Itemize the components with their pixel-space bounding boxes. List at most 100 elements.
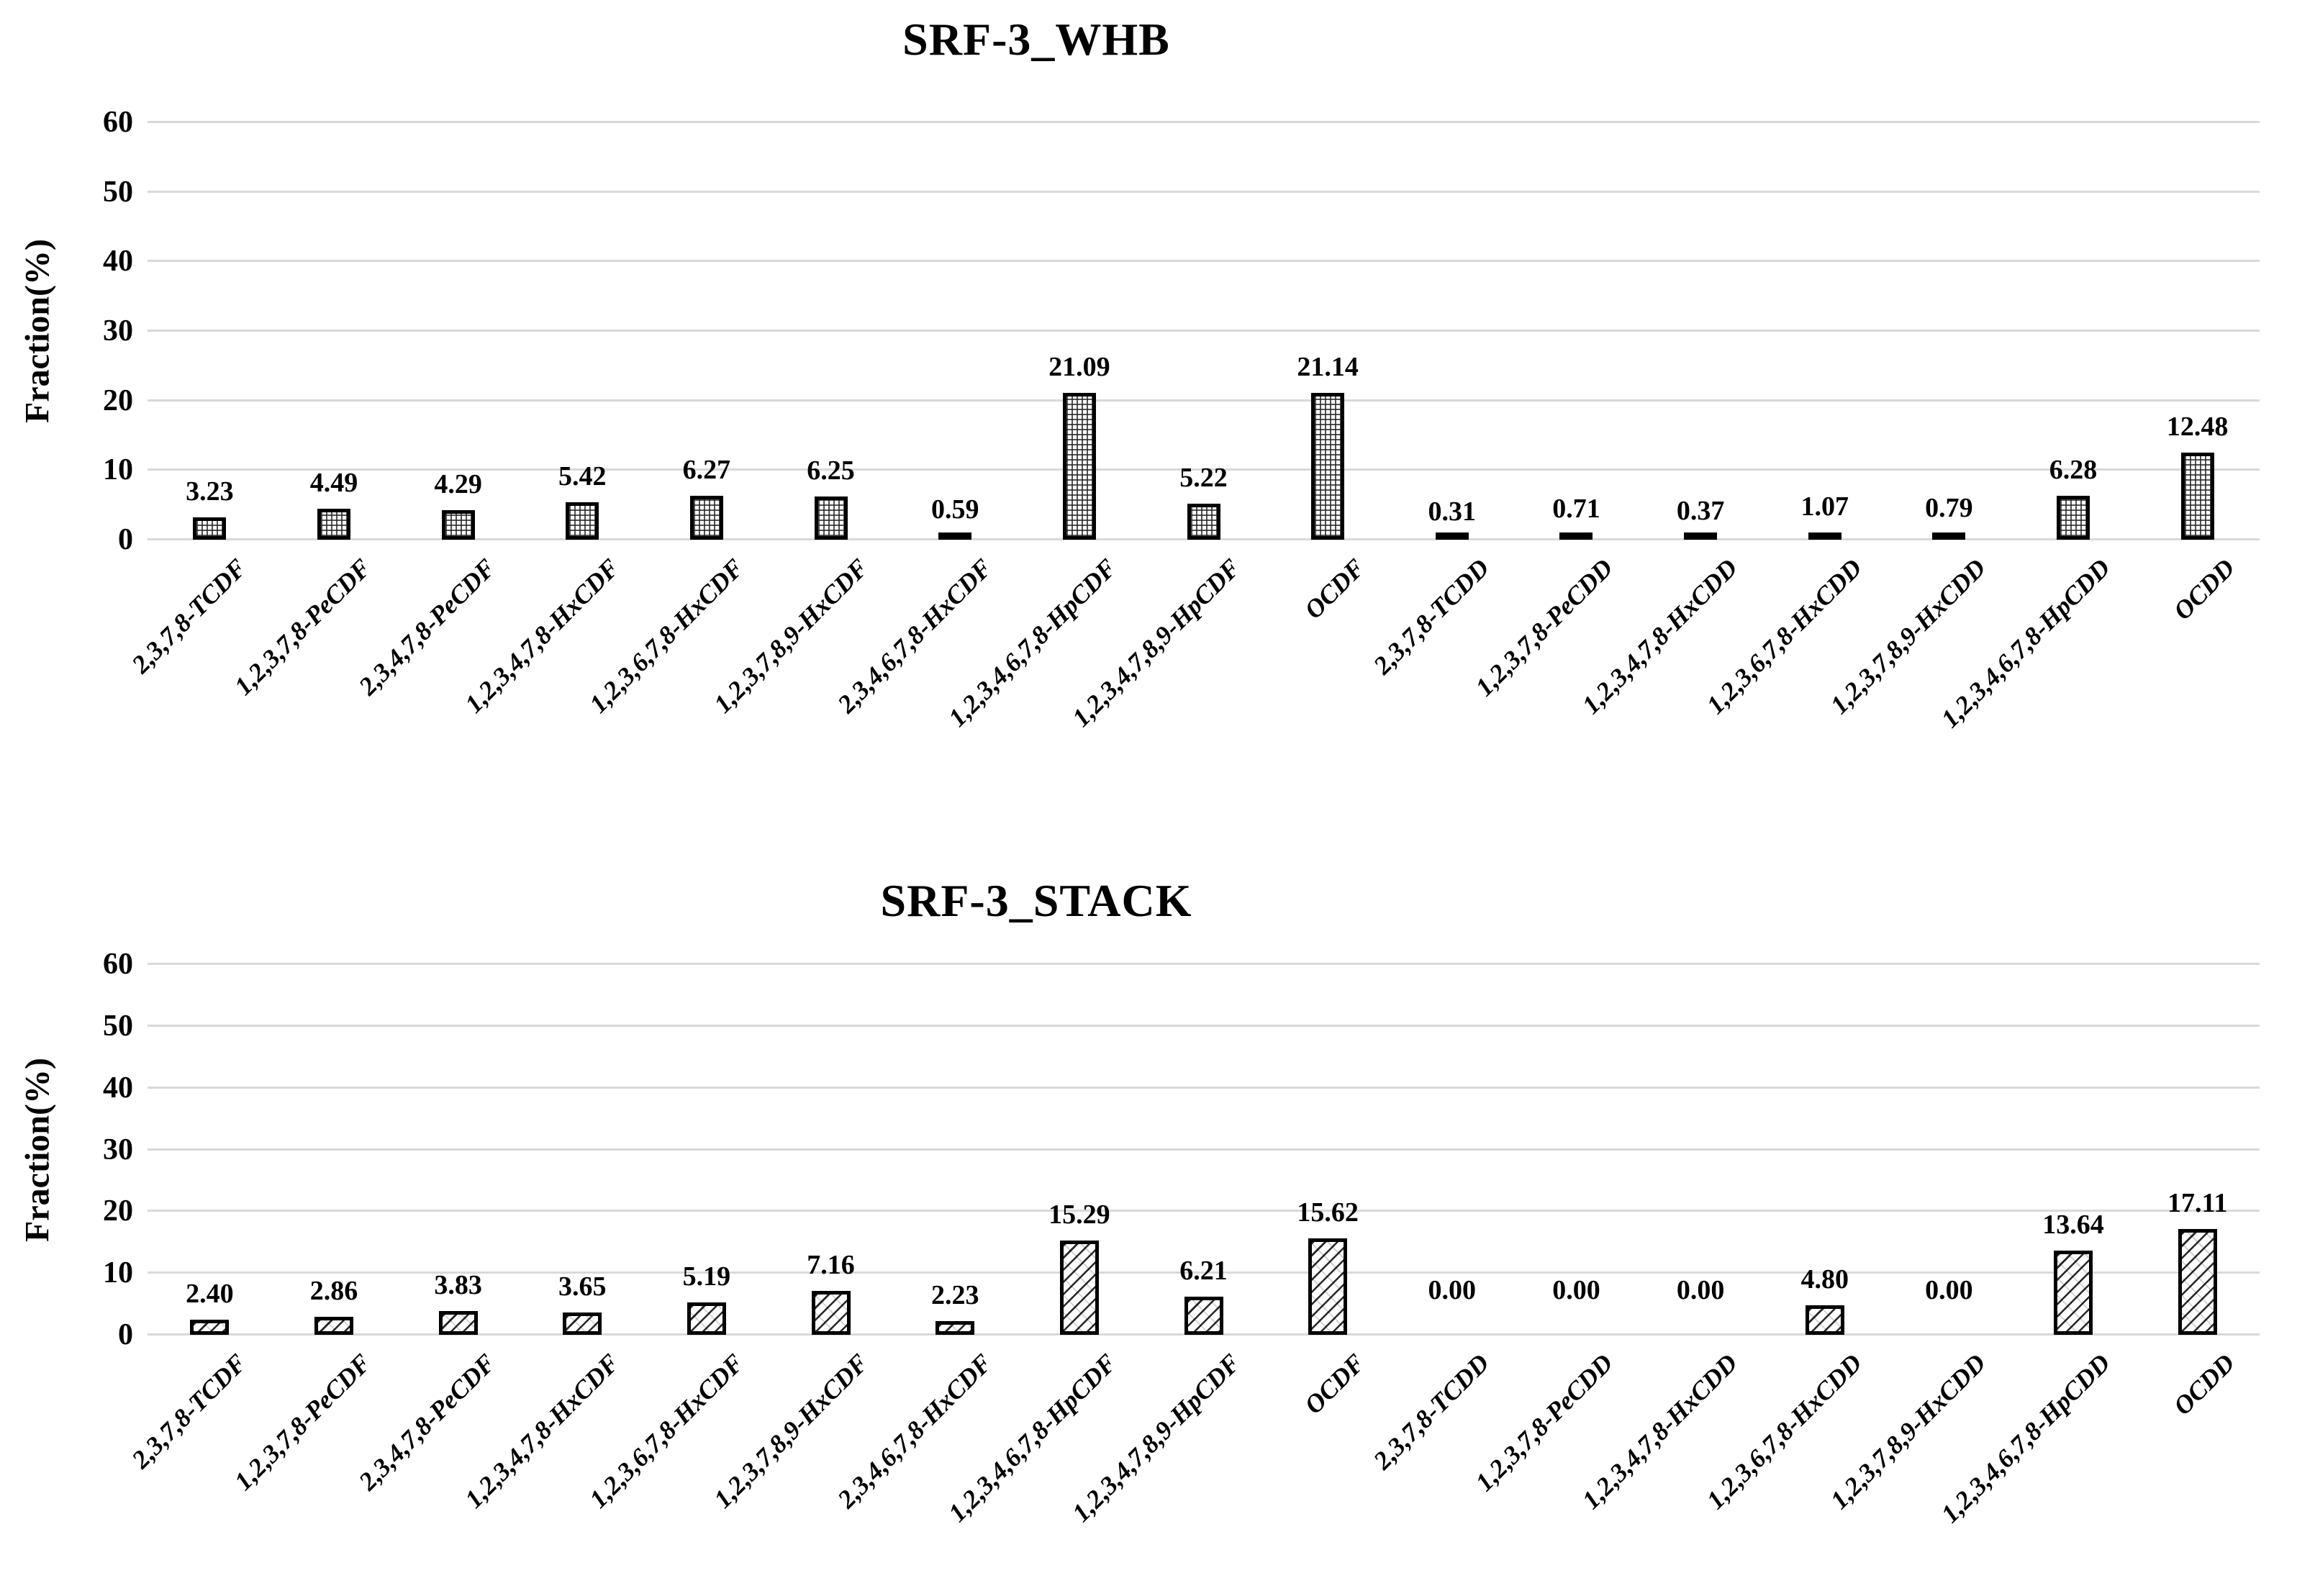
bar: [190, 1320, 230, 1335]
value-label: 21.09: [1048, 352, 1110, 383]
chart-title: SRF-3_WHB: [902, 14, 1170, 65]
y-tick-label: 10: [103, 1256, 133, 1290]
y-tick-label: 0: [118, 1318, 133, 1351]
bar: [2178, 1229, 2217, 1335]
x-category-label: OCDF: [1299, 553, 1371, 625]
chart-srf3-stack: SRF-3_STACK Fraction(%) 2.40 2.86 3.83 3.65…: [0, 802, 2315, 1596]
gridline: [148, 963, 2260, 965]
value-label: 4.80: [1800, 1264, 1849, 1295]
gridline: [148, 260, 2260, 263]
bar: [689, 496, 723, 540]
value-label: 0.00: [1428, 1275, 1477, 1305]
value-label: 0.00: [1676, 1275, 1725, 1305]
x-category-label: OCDD: [2167, 553, 2240, 626]
value-label: 7.16: [807, 1249, 855, 1280]
chart-title: SRF-3_STACK: [880, 875, 1192, 926]
bar: [441, 509, 475, 540]
bar: [938, 532, 972, 540]
value-label: 6.27: [682, 455, 731, 486]
value-label: 15.62: [1297, 1197, 1359, 1228]
bar: [1308, 1238, 1348, 1335]
bar: [1059, 1240, 1099, 1335]
value-label: 3.65: [558, 1271, 607, 1302]
bar: [1187, 503, 1220, 540]
value-label: 4.49: [309, 467, 358, 498]
x-category-label: 2,3,7,8-TCDF: [126, 1348, 253, 1474]
bar: [1808, 532, 1841, 540]
y-tick-label: 40: [103, 245, 133, 278]
y-tick-label: 60: [103, 106, 133, 139]
bar: [1311, 392, 1345, 540]
bar: [193, 517, 227, 540]
value-label: 3.83: [434, 1270, 482, 1301]
bar: [687, 1302, 726, 1335]
bar: [438, 1311, 478, 1335]
x-category-label: 2,3,7,8-TCDD: [1367, 553, 1495, 680]
x-category-label: OCDD: [2167, 1348, 2240, 1421]
value-label: 13.64: [2042, 1209, 2104, 1240]
y-tick-label: 40: [103, 1071, 133, 1105]
y-tick-label: 60: [103, 948, 133, 981]
value-label: 0.00: [1925, 1275, 1973, 1305]
chart-srf3-whb: SRF-3_WHB Fraction(%) 3.23 4.49 4.29 5.42 6.…: [19, 14, 2260, 733]
bar: [314, 1317, 353, 1335]
gridline: [148, 190, 2260, 193]
gridline: [148, 121, 2260, 123]
value-label: 2.40: [186, 1279, 234, 1310]
bar: [2054, 1250, 2093, 1335]
gridline: [148, 1148, 2260, 1151]
value-label: 2.23: [930, 1279, 979, 1310]
value-label: 4.29: [434, 468, 482, 499]
bar: [814, 496, 848, 540]
gridline: [148, 1024, 2260, 1027]
y-tick-label: 20: [103, 384, 133, 417]
bar: [1062, 393, 1096, 540]
value-label: 3.23: [186, 476, 234, 507]
bar: [811, 1290, 851, 1335]
bar: [2180, 453, 2214, 540]
bar: [1184, 1296, 1223, 1335]
gridline: [148, 1271, 2260, 1274]
bar: [1435, 532, 1469, 540]
value-label: 6.21: [1179, 1255, 1228, 1286]
y-tick-label: 20: [103, 1194, 133, 1228]
value-label: 6.25: [807, 455, 855, 486]
y-tick-label: 0: [118, 523, 133, 556]
gridline: [148, 330, 2260, 332]
value-label: 1.07: [1800, 491, 1849, 522]
value-label: 0.59: [930, 494, 979, 525]
value-label: 0.71: [1552, 494, 1600, 525]
value-label: 0.00: [1552, 1275, 1600, 1305]
y-tick-label: 30: [103, 314, 133, 348]
bar: [1684, 532, 1718, 540]
gridline: [148, 1086, 2260, 1089]
value-label: 17.11: [2167, 1188, 2228, 1219]
plot-area: 3.23 4.49 4.29 5.42 6.27 6.25 0.59 21.09 5.22 21.…: [148, 121, 2260, 540]
x-category-label: 2,3,7,8-TCDD: [1367, 1348, 1495, 1475]
gridline: [148, 1210, 2260, 1212]
bar: [1559, 532, 1593, 540]
y-tick-label: 10: [103, 453, 133, 487]
bar: [2057, 496, 2090, 540]
bar: [935, 1320, 975, 1335]
gridline: [148, 468, 2260, 471]
value-label: 5.42: [558, 461, 607, 491]
y-tick-label: 50: [103, 1009, 133, 1043]
value-label: 0.79: [1925, 493, 1973, 524]
bar: [317, 508, 350, 540]
value-label: 15.29: [1048, 1199, 1110, 1230]
value-label: 5.22: [1179, 462, 1228, 493]
value-label: 0.31: [1428, 497, 1477, 527]
bar: [1805, 1305, 1844, 1335]
value-label: 5.19: [682, 1261, 731, 1292]
value-label: 0.37: [1676, 496, 1725, 527]
gridline: [148, 399, 2260, 402]
x-category-label: OCDF: [1299, 1348, 1371, 1420]
y-tick-label: 50: [103, 175, 133, 209]
bar: [566, 502, 599, 540]
x-category-label: 2,3,7,8-TCDF: [126, 553, 253, 679]
value-label: 12.48: [2166, 412, 2229, 443]
bar: [563, 1312, 602, 1335]
bar: [1932, 532, 1966, 540]
